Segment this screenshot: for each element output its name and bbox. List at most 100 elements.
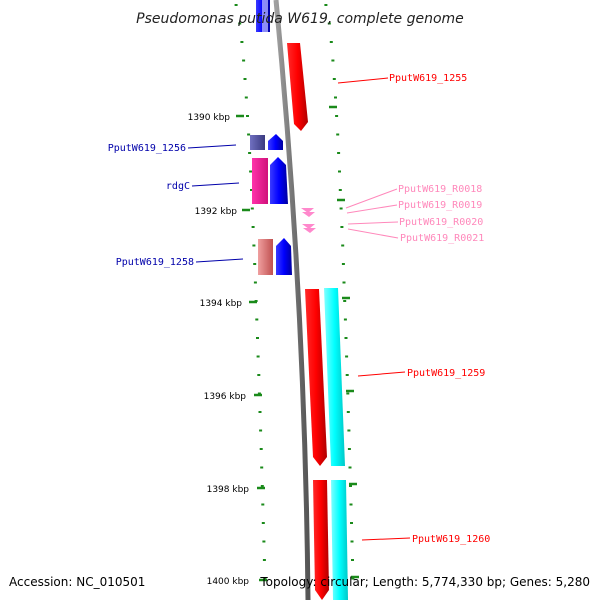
leader-1260 [361, 537, 411, 541]
rna-PputW619_R0018[interactable] [301, 208, 314, 213]
label-PputW619_1259[interactable]: PputW619_1259 [407, 368, 485, 379]
right-ruler-dot [343, 318, 347, 321]
leader-1258 [195, 258, 244, 263]
left-ruler-dot [242, 59, 246, 62]
right-ruler-dot [350, 522, 353, 524]
right-ruler-dot [331, 59, 335, 62]
left-ruler-dot [234, 4, 238, 6]
right-ruler-dot [344, 337, 348, 339]
left-ruler-dot [253, 263, 257, 265]
genome-backbone [273, 0, 311, 600]
right-ruler-dot [338, 170, 341, 173]
right-ruler-dot [338, 189, 342, 191]
right-ruler [324, 4, 355, 580]
right-ruler-dot [347, 429, 351, 432]
right-ruler-dot [346, 411, 350, 413]
gene-PputW619_1256-track[interactable] [250, 135, 265, 150]
gene-rdgC-track[interactable] [252, 158, 268, 204]
right-ruler-dot [329, 41, 333, 43]
label-PputW619_1260[interactable]: PputW619_1260 [412, 534, 490, 545]
gene-PputW619_1260[interactable] [313, 480, 329, 600]
label-PputW619_1256[interactable]: PputW619_1256 [108, 143, 186, 154]
map-title: Pseudomonas putida W619, complete genome [136, 11, 464, 27]
right-ruler-dot [351, 559, 354, 561]
gene-PputW619_1259[interactable] [305, 289, 327, 466]
label-PputW619_R0019[interactable]: PputW619_R0019 [398, 200, 482, 211]
feature-top-pale [262, 0, 268, 32]
left-ruler-dot [250, 189, 253, 191]
gene-rdgC[interactable] [270, 157, 288, 204]
leader-R0018 [345, 188, 398, 209]
kbp-label-1400: 1400 kbp [207, 577, 250, 587]
left-ruler-dot [255, 318, 259, 321]
kbp-label-1394: 1394 kbp [200, 299, 243, 309]
right-ruler-dot [341, 244, 345, 247]
left-ruler-dot [260, 466, 264, 469]
gene-PputW619_1258[interactable] [276, 238, 292, 275]
gene-PputW619_1255[interactable] [287, 43, 308, 131]
gene-PputW619_1259-cyan[interactable] [324, 288, 345, 466]
left-ruler-dot [243, 78, 247, 80]
right-ruler-dot [334, 96, 337, 99]
right-ruler-dot [348, 466, 352, 469]
label-PputW619_1258[interactable]: PputW619_1258 [116, 257, 194, 268]
left-ruler-dot [253, 281, 257, 284]
leader-1255 [337, 77, 389, 84]
left-ruler-dot [251, 226, 255, 228]
right-ruler-dot [335, 115, 339, 117]
leader-rdgC [191, 182, 240, 187]
right-ruler-dot [336, 133, 340, 136]
left-ruler-dot [263, 577, 267, 580]
left-ruler-dot [246, 115, 249, 117]
right-ruler-dot [339, 207, 343, 210]
left-ruler-dot [252, 244, 256, 247]
right-ruler-dot [342, 281, 346, 284]
gene-PputW619_1260-cyan[interactable] [331, 480, 348, 600]
label-rdgC[interactable]: rdgC [166, 181, 190, 192]
left-ruler-dot [261, 503, 265, 506]
right-ruler-dot [346, 392, 350, 395]
left-ruler-dot [261, 522, 265, 524]
left-ruler-dot [256, 337, 259, 339]
right-ruler-dot [337, 152, 341, 154]
rna-PputW619_R0021[interactable] [303, 228, 316, 233]
left-ruler-dot [262, 540, 266, 543]
kbp-label-1396: 1396 kbp [204, 392, 247, 402]
tick-marks [236, 105, 359, 582]
label-PputW619_R0018[interactable]: PputW619_R0018 [398, 184, 482, 195]
left-ruler-dot [247, 133, 251, 136]
left-ruler-dot [262, 559, 266, 561]
right-ruler-dot [340, 226, 344, 228]
left-ruler-dot [259, 429, 263, 432]
label-PputW619_R0020[interactable]: PputW619_R0020 [399, 217, 483, 228]
left-ruler-dot [256, 355, 260, 358]
left-ruler [234, 4, 267, 580]
accession-text: Accession: NC_010501 [9, 575, 145, 589]
left-ruler-dot [258, 411, 262, 413]
left-ruler-dot [257, 374, 261, 376]
left-ruler-dot [244, 96, 248, 99]
topology-summary: Topology: circular; Length: 5,774,330 bp… [259, 575, 590, 589]
right-ruler-dot [351, 577, 355, 580]
right-ruler-dot [349, 503, 353, 506]
rna-PputW619_R0019[interactable] [302, 212, 315, 217]
gene-PputW619_1258-track[interactable] [258, 239, 273, 275]
leader-R0019 [346, 204, 398, 214]
left-ruler-dot [240, 41, 244, 43]
right-ruler-dot [347, 448, 351, 450]
rna-PputW619_R0020[interactable] [302, 224, 315, 229]
right-ruler-dot [341, 263, 345, 265]
kbp-label-1398: 1398 kbp [207, 485, 250, 495]
right-ruler-dot [345, 374, 349, 376]
gene-PputW619_1256[interactable] [268, 134, 283, 150]
kbp-label-1392: 1392 kbp [195, 207, 238, 217]
label-PputW619_1255[interactable]: PputW619_1255 [389, 73, 467, 84]
leader-1259 [357, 371, 406, 377]
right-ruler-dot [345, 355, 349, 358]
right-ruler-dot [350, 540, 354, 543]
label-PputW619_R0021[interactable]: PputW619_R0021 [400, 233, 484, 244]
leader-R0021 [347, 228, 399, 239]
left-ruler-dot [238, 22, 242, 25]
leader-lines [187, 77, 411, 541]
